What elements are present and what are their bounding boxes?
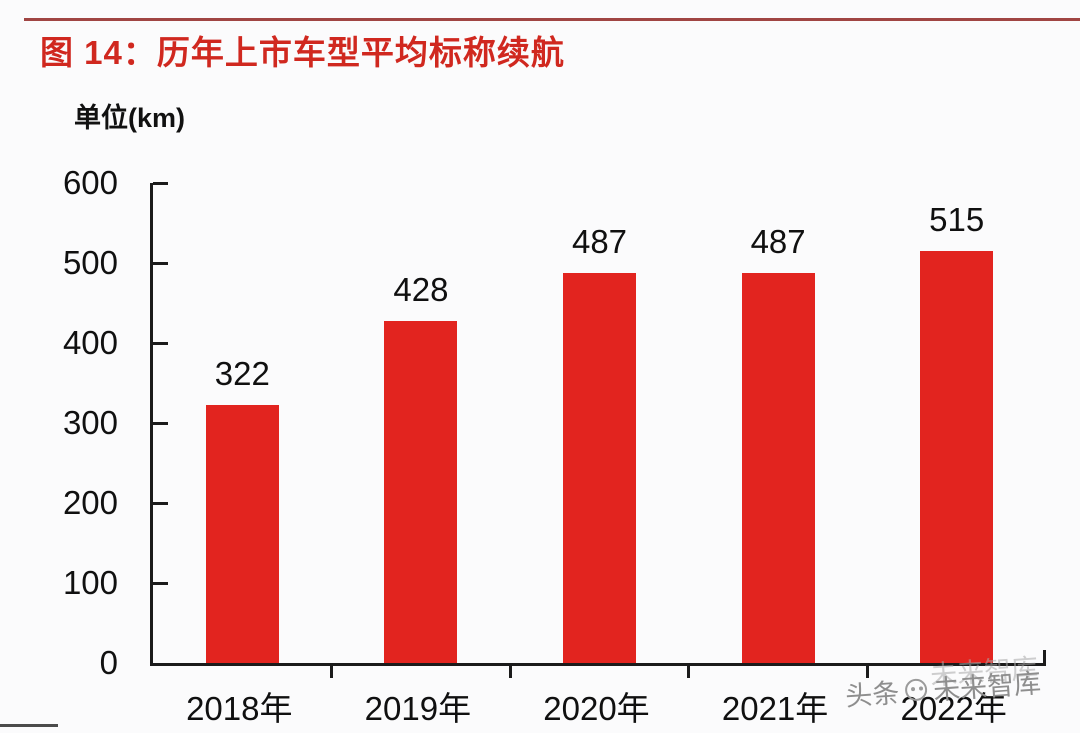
x-axis-end-tick [1043,650,1046,663]
x-tick-mark [865,666,869,678]
x-category-label: 2021年 [721,690,829,727]
bar-value-label: 428 [393,270,449,308]
y-tick-mark [153,501,168,505]
y-tick-mark [153,581,168,585]
plot-area: 322 428 487 487 515 [150,181,1046,678]
figure-title: 图 14：历年上市车型平均标称续航 [40,34,565,71]
bottom-left-divider [0,724,58,727]
y-tick-label: 400 [62,324,118,361]
x-tick-mark [330,666,334,678]
y-tick-label: 300 [62,404,118,441]
bar-value-label: 322 [214,355,270,393]
y-tick-mark [153,421,168,425]
bar-2018年 [205,405,279,663]
x-category-label: 2019年 [364,690,472,727]
watermark-suffix: 未来智库 [932,668,1042,706]
bar-value-label: 515 [929,201,985,238]
bar-2019年 [384,320,458,663]
bar-2020年 [563,273,636,663]
y-tick-mark [153,181,168,185]
x-tick-mark [508,666,512,678]
y-tick-label: 0 [99,644,118,681]
y-tick-label: 100 [62,564,118,601]
y-tick-mark [153,261,168,265]
bar-value-label: 487 [750,223,806,261]
y-tick-mark [153,341,168,345]
top-divider-rule [24,18,1080,21]
y-tick-label: 600 [62,164,118,201]
axis-unit-label: 单位(km) [74,103,186,133]
bar-value-label: 487 [571,223,628,261]
watermark-prefix: 头条 [844,678,901,712]
y-tick-label: 500 [62,244,118,281]
y-tick-label: 200 [62,484,118,521]
x-category-label: 2020年 [543,690,650,727]
x-tick-mark [687,666,691,678]
panda-logo-icon [904,677,928,702]
x-category-label: 2018年 [186,690,293,727]
bar-2021年 [741,273,815,663]
bar-2022年 [920,251,994,663]
